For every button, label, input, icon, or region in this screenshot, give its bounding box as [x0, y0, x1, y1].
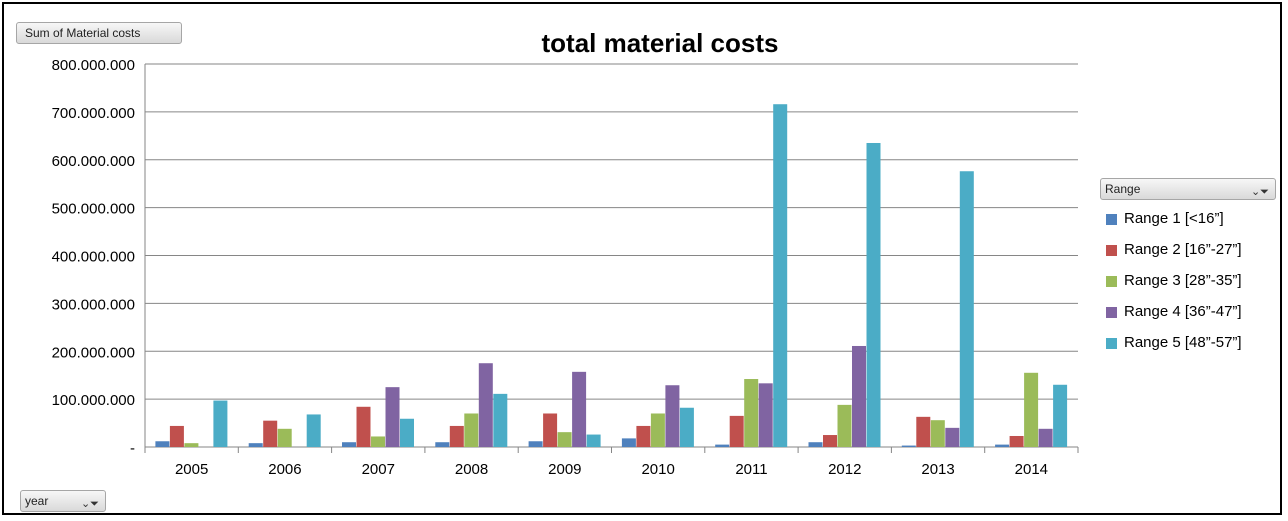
legend-swatch [1106, 307, 1117, 318]
x-tick-label: 2012 [828, 461, 861, 478]
bar [1038, 428, 1053, 447]
legend-label: Range 4 [36”-47”] [1124, 303, 1242, 320]
bar [930, 420, 945, 447]
bar [169, 425, 184, 447]
bar [435, 442, 450, 447]
bar [1024, 372, 1039, 447]
bar [400, 418, 414, 447]
axis-field-button[interactable]: year ⌄⏷ [20, 490, 106, 512]
bar [901, 445, 916, 447]
legend-label: Range 3 [28”-35”] [1124, 272, 1242, 289]
legend: Range 1 [<16”] Range 2 [16”-27”] Range 3 [… [1098, 208, 1278, 363]
legend-item: Range 4 [36”-47”] [1098, 301, 1278, 325]
bar [729, 415, 744, 447]
bar [773, 104, 788, 447]
x-tick-label: 2006 [268, 461, 301, 478]
bars [155, 104, 1068, 448]
bar [478, 363, 493, 447]
x-tick-label: 2013 [921, 461, 954, 478]
legend-item: Range 3 [28”-35”] [1098, 270, 1278, 294]
legend-item: Range 1 [<16”] [1098, 208, 1278, 232]
bar [744, 379, 759, 447]
y-tick-label: - [130, 440, 135, 457]
bar [213, 400, 228, 447]
legend-field-button[interactable]: Range ⌄⏷ [1100, 178, 1276, 200]
bar [464, 413, 479, 447]
legend-swatch [1106, 245, 1117, 256]
y-tick-label: 800.000.000 [52, 57, 135, 74]
bar [650, 413, 665, 447]
bar [277, 428, 292, 447]
bar [449, 425, 464, 447]
x-axis-ticks: 2005 2006 2007 2008 2009 2010 2011 2012 2013 2014 [144, 447, 1079, 478]
bar [543, 413, 558, 447]
bar [679, 407, 694, 447]
bar [371, 436, 385, 447]
bar [665, 385, 680, 447]
bar [263, 420, 278, 447]
bar [572, 371, 587, 447]
bar [823, 435, 837, 447]
y-tick-label: 100.000.000 [52, 392, 135, 409]
y-tick-label: 500.000.000 [52, 201, 135, 218]
bar [385, 387, 400, 447]
bar [636, 425, 651, 447]
x-tick-label: 2010 [641, 461, 674, 478]
legend-swatch [1106, 276, 1117, 287]
legend-field-label: Range [1105, 182, 1141, 196]
x-tick-label: 2014 [1015, 461, 1048, 478]
legend-swatch [1106, 214, 1117, 225]
bar [621, 438, 636, 447]
bar [995, 444, 1010, 447]
bar [916, 416, 931, 447]
bar [184, 443, 199, 447]
filter-dropdown-icon: ⌄⏷ [1250, 186, 1269, 198]
x-tick-label: 2005 [175, 461, 208, 478]
bar [586, 434, 601, 447]
legend-item: Range 5 [48”-57”] [1098, 332, 1278, 356]
bar [356, 406, 371, 447]
bar [557, 432, 572, 447]
bar [1009, 435, 1024, 447]
y-tick-label: 300.000.000 [52, 296, 135, 313]
bar [248, 443, 263, 447]
axis-field-label: year [25, 494, 49, 508]
bar [1053, 384, 1068, 447]
bar [852, 345, 866, 447]
x-tick-label: 2007 [362, 461, 395, 478]
bar [528, 441, 543, 447]
x-tick-label: 2009 [548, 461, 581, 478]
bar [758, 383, 773, 447]
bar [306, 414, 321, 447]
legend-label: Range 2 [16”-27”] [1124, 241, 1242, 258]
bar [342, 442, 356, 447]
y-tick-label: 400.000.000 [52, 249, 135, 266]
y-tick-label: 200.000.000 [52, 344, 135, 361]
legend-swatch [1106, 338, 1117, 349]
x-tick-label: 2008 [455, 461, 488, 478]
bar [808, 442, 823, 447]
bar [866, 142, 881, 447]
filter-dropdown-icon: ⌄⏷ [80, 498, 99, 510]
bar [959, 171, 974, 448]
bar [493, 393, 508, 447]
x-tick-label: 2011 [735, 461, 767, 478]
gridlines [144, 63, 1078, 448]
legend-label: Range 5 [48”-57”] [1124, 334, 1242, 351]
bar [945, 427, 960, 447]
y-tick-label: 600.000.000 [52, 153, 135, 170]
legend-label: Range 1 [<16”] [1124, 210, 1224, 227]
y-axis-ticks: - 100.000.000 200.000.000 300.000.000 400.00… [52, 57, 135, 457]
bar [715, 444, 730, 447]
value-field-label: Sum of Material costs [25, 26, 141, 40]
bar [837, 404, 852, 447]
bar [155, 441, 170, 447]
legend-item: Range 2 [16”-27”] [1098, 239, 1278, 263]
y-tick-label: 700.000.000 [52, 105, 135, 122]
chart-title: total material costs [541, 28, 779, 58]
value-field-button[interactable]: Sum of Material costs [16, 22, 182, 44]
